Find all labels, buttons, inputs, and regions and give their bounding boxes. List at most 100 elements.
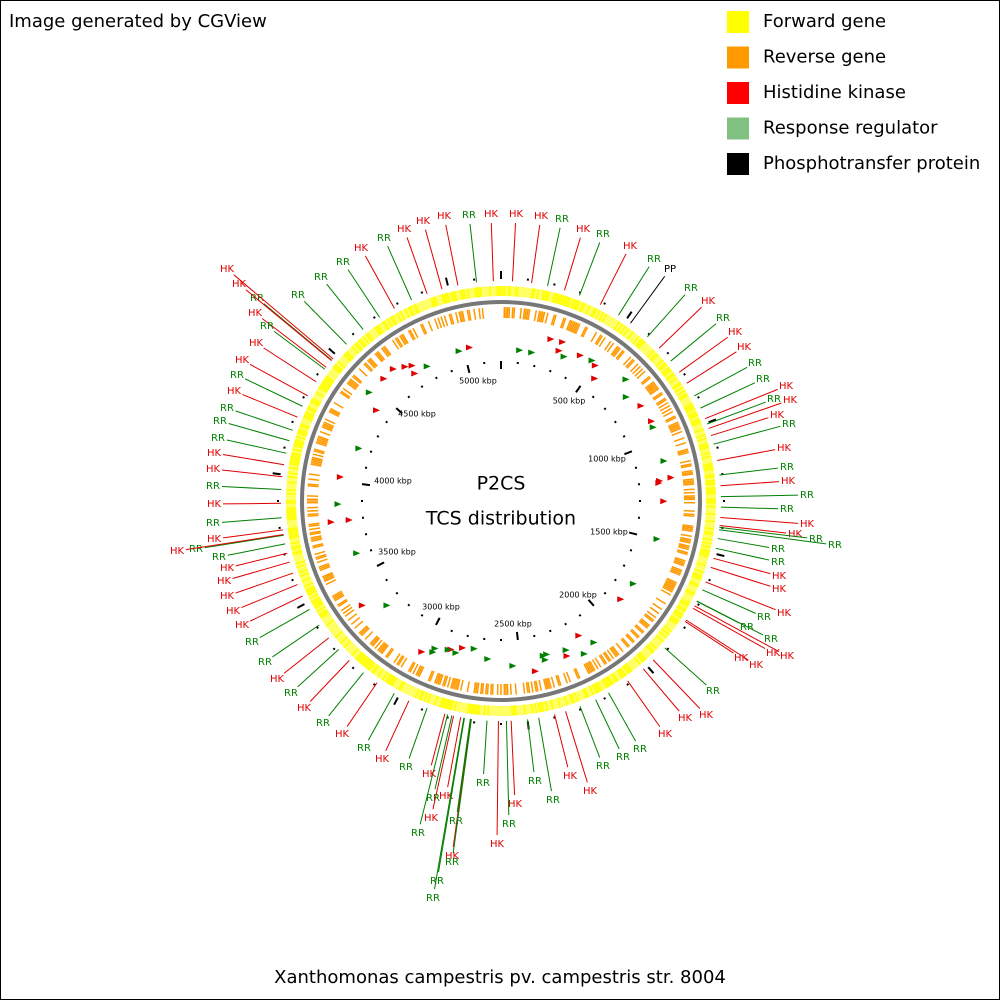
reverse-gene <box>676 550 688 556</box>
forward-gene <box>625 663 633 673</box>
outer-tick <box>351 666 355 670</box>
forward-gene <box>544 700 549 712</box>
scale-tick <box>622 564 626 567</box>
feature-leader <box>483 720 488 775</box>
forward-gene <box>705 488 716 492</box>
feature-label: RR <box>555 214 569 225</box>
feature-label: RR <box>782 419 796 430</box>
forward-gene <box>357 654 366 663</box>
forward-gene <box>575 300 581 311</box>
feature-label: RR <box>462 210 476 221</box>
feature-leader <box>579 706 601 758</box>
forward-gene <box>466 703 470 714</box>
tcs-marker <box>358 602 366 609</box>
feature-leader <box>715 547 770 561</box>
outer-tick <box>372 683 376 686</box>
feature-leader <box>222 502 282 505</box>
forward-gene <box>703 464 714 468</box>
reverse-gene <box>673 559 685 565</box>
forward-gene <box>353 343 362 352</box>
forward-gene <box>704 475 715 479</box>
scale-tick <box>369 549 373 552</box>
feature-label: RR <box>445 857 459 868</box>
forward-gene <box>396 312 403 323</box>
scale-tick <box>564 622 567 626</box>
tcs-marker <box>455 348 463 355</box>
forward-gene <box>703 468 714 472</box>
forward-gene <box>441 697 446 708</box>
reverse-gene <box>409 329 416 340</box>
forward-gene <box>322 380 332 387</box>
reverse-gene <box>679 459 691 464</box>
reverse-gene <box>377 350 386 361</box>
forward-gene <box>703 466 714 470</box>
reverse-gene <box>409 662 416 673</box>
forward-gene <box>561 295 567 306</box>
forward-gene <box>679 601 689 608</box>
forward-gene <box>572 299 577 310</box>
feature-label: RR <box>426 893 440 904</box>
forward-gene <box>607 675 614 685</box>
forward-gene <box>375 325 383 335</box>
reverse-gene <box>609 647 617 658</box>
forward-gene <box>288 530 299 534</box>
feature-label: HK <box>678 713 693 724</box>
forward-gene <box>698 444 709 449</box>
reverse-gene <box>313 448 325 453</box>
forward-gene <box>298 428 309 434</box>
forward-gene <box>290 453 302 458</box>
reverse-gene <box>308 473 320 477</box>
legend-swatch <box>727 153 749 175</box>
reverse-gene <box>615 642 624 653</box>
forward-gene <box>671 381 681 389</box>
forward-gene <box>674 386 684 394</box>
scale-tick <box>587 599 595 607</box>
reverse-gene <box>368 358 377 368</box>
reverse-gene <box>315 555 327 561</box>
reverse-gene <box>648 386 659 395</box>
tcs-marker <box>452 649 460 656</box>
reverse-gene <box>550 676 556 688</box>
forward-gene <box>287 528 299 532</box>
reverse-gene <box>541 311 546 323</box>
outer-tick <box>666 351 670 355</box>
feature-label: RR <box>377 233 391 244</box>
reverse-gene <box>311 458 323 463</box>
reverse-gene <box>683 509 695 512</box>
forward-gene <box>679 394 689 401</box>
feature-label: HK <box>217 576 232 587</box>
reverse-gene <box>358 625 368 634</box>
feature-leader <box>511 222 517 282</box>
feature-leader <box>434 715 453 790</box>
forward-gene <box>622 327 630 337</box>
reverse-gene <box>391 339 400 350</box>
legend-label: Reverse gene <box>763 47 886 68</box>
forward-gene <box>560 295 565 306</box>
forward-gene <box>290 541 301 545</box>
reverse-gene <box>316 558 328 564</box>
reverse-gene <box>473 308 477 320</box>
forward-gene <box>472 704 475 715</box>
scale-label: 5000 kbp <box>459 377 497 386</box>
feature-leader <box>249 363 309 397</box>
reverse-gene <box>665 579 677 586</box>
reverse-gene <box>319 565 331 572</box>
feature-label: HK <box>490 839 505 850</box>
reverse-gene <box>383 345 392 356</box>
reverse-gene <box>647 385 658 393</box>
reverse-gene <box>646 610 657 619</box>
feature-label: RR <box>809 534 823 545</box>
forward-gene <box>684 590 695 596</box>
reverse-gene <box>625 358 634 368</box>
reverse-gene <box>450 677 455 689</box>
reverse-gene <box>310 463 322 467</box>
outer-tick <box>291 420 294 424</box>
feature-label: HK <box>509 209 524 220</box>
reverse-gene <box>538 311 543 323</box>
reverse-gene <box>653 393 664 401</box>
forward-gene <box>672 383 682 390</box>
reverse-gene <box>324 576 335 583</box>
reverse-gene <box>310 461 322 466</box>
forward-gene <box>302 416 313 422</box>
scale-tick <box>575 385 582 393</box>
